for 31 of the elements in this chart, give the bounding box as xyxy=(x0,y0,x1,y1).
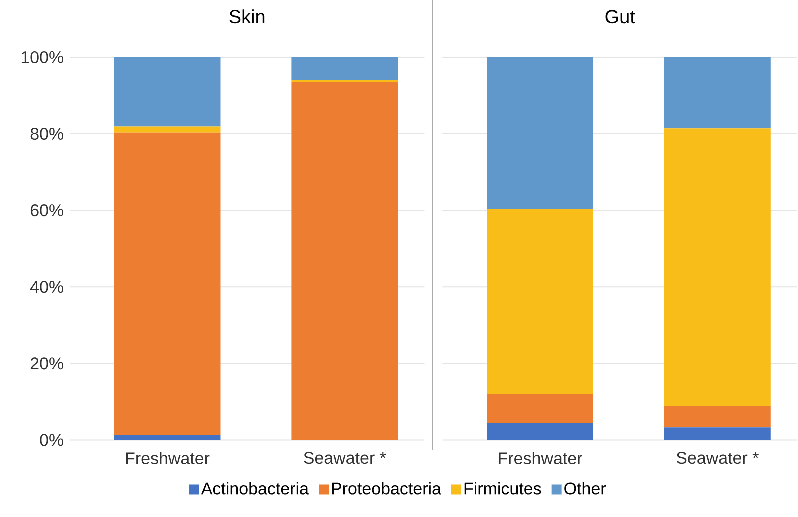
bar xyxy=(664,57,771,129)
bar xyxy=(487,394,594,424)
y-tick-label: 100% xyxy=(22,51,64,64)
bar xyxy=(487,57,594,209)
x-tick-label: Seawater * xyxy=(676,452,759,464)
y-tick-label: 60% xyxy=(30,204,64,217)
chart-title: Skin xyxy=(230,10,265,24)
y-tick-label: 0% xyxy=(40,434,64,446)
bar xyxy=(487,208,594,394)
legend-label: Proteobacteria xyxy=(332,482,442,495)
x-tick-label: Freshwater xyxy=(126,452,210,464)
bar xyxy=(114,126,221,133)
x-tick-label: Freshwater xyxy=(499,452,582,464)
bar xyxy=(292,82,398,440)
legend-label: Actinobacteria xyxy=(201,482,310,495)
y-tick-label: 40% xyxy=(30,281,64,294)
legend-label: Firmicutes xyxy=(464,482,542,495)
bar xyxy=(487,423,594,440)
bar xyxy=(664,128,771,406)
x-tick-label: Seawater * xyxy=(304,452,386,464)
bar xyxy=(114,435,221,440)
chart-title: Gut xyxy=(606,10,636,24)
legend-label: Other xyxy=(564,482,606,495)
y-tick-label: 80% xyxy=(30,128,64,140)
bar xyxy=(292,57,398,80)
y-tick-label: 20% xyxy=(30,358,64,370)
bar xyxy=(114,132,221,436)
bar xyxy=(664,406,771,428)
bar xyxy=(292,80,398,82)
bar xyxy=(664,428,771,440)
bar xyxy=(114,57,221,127)
